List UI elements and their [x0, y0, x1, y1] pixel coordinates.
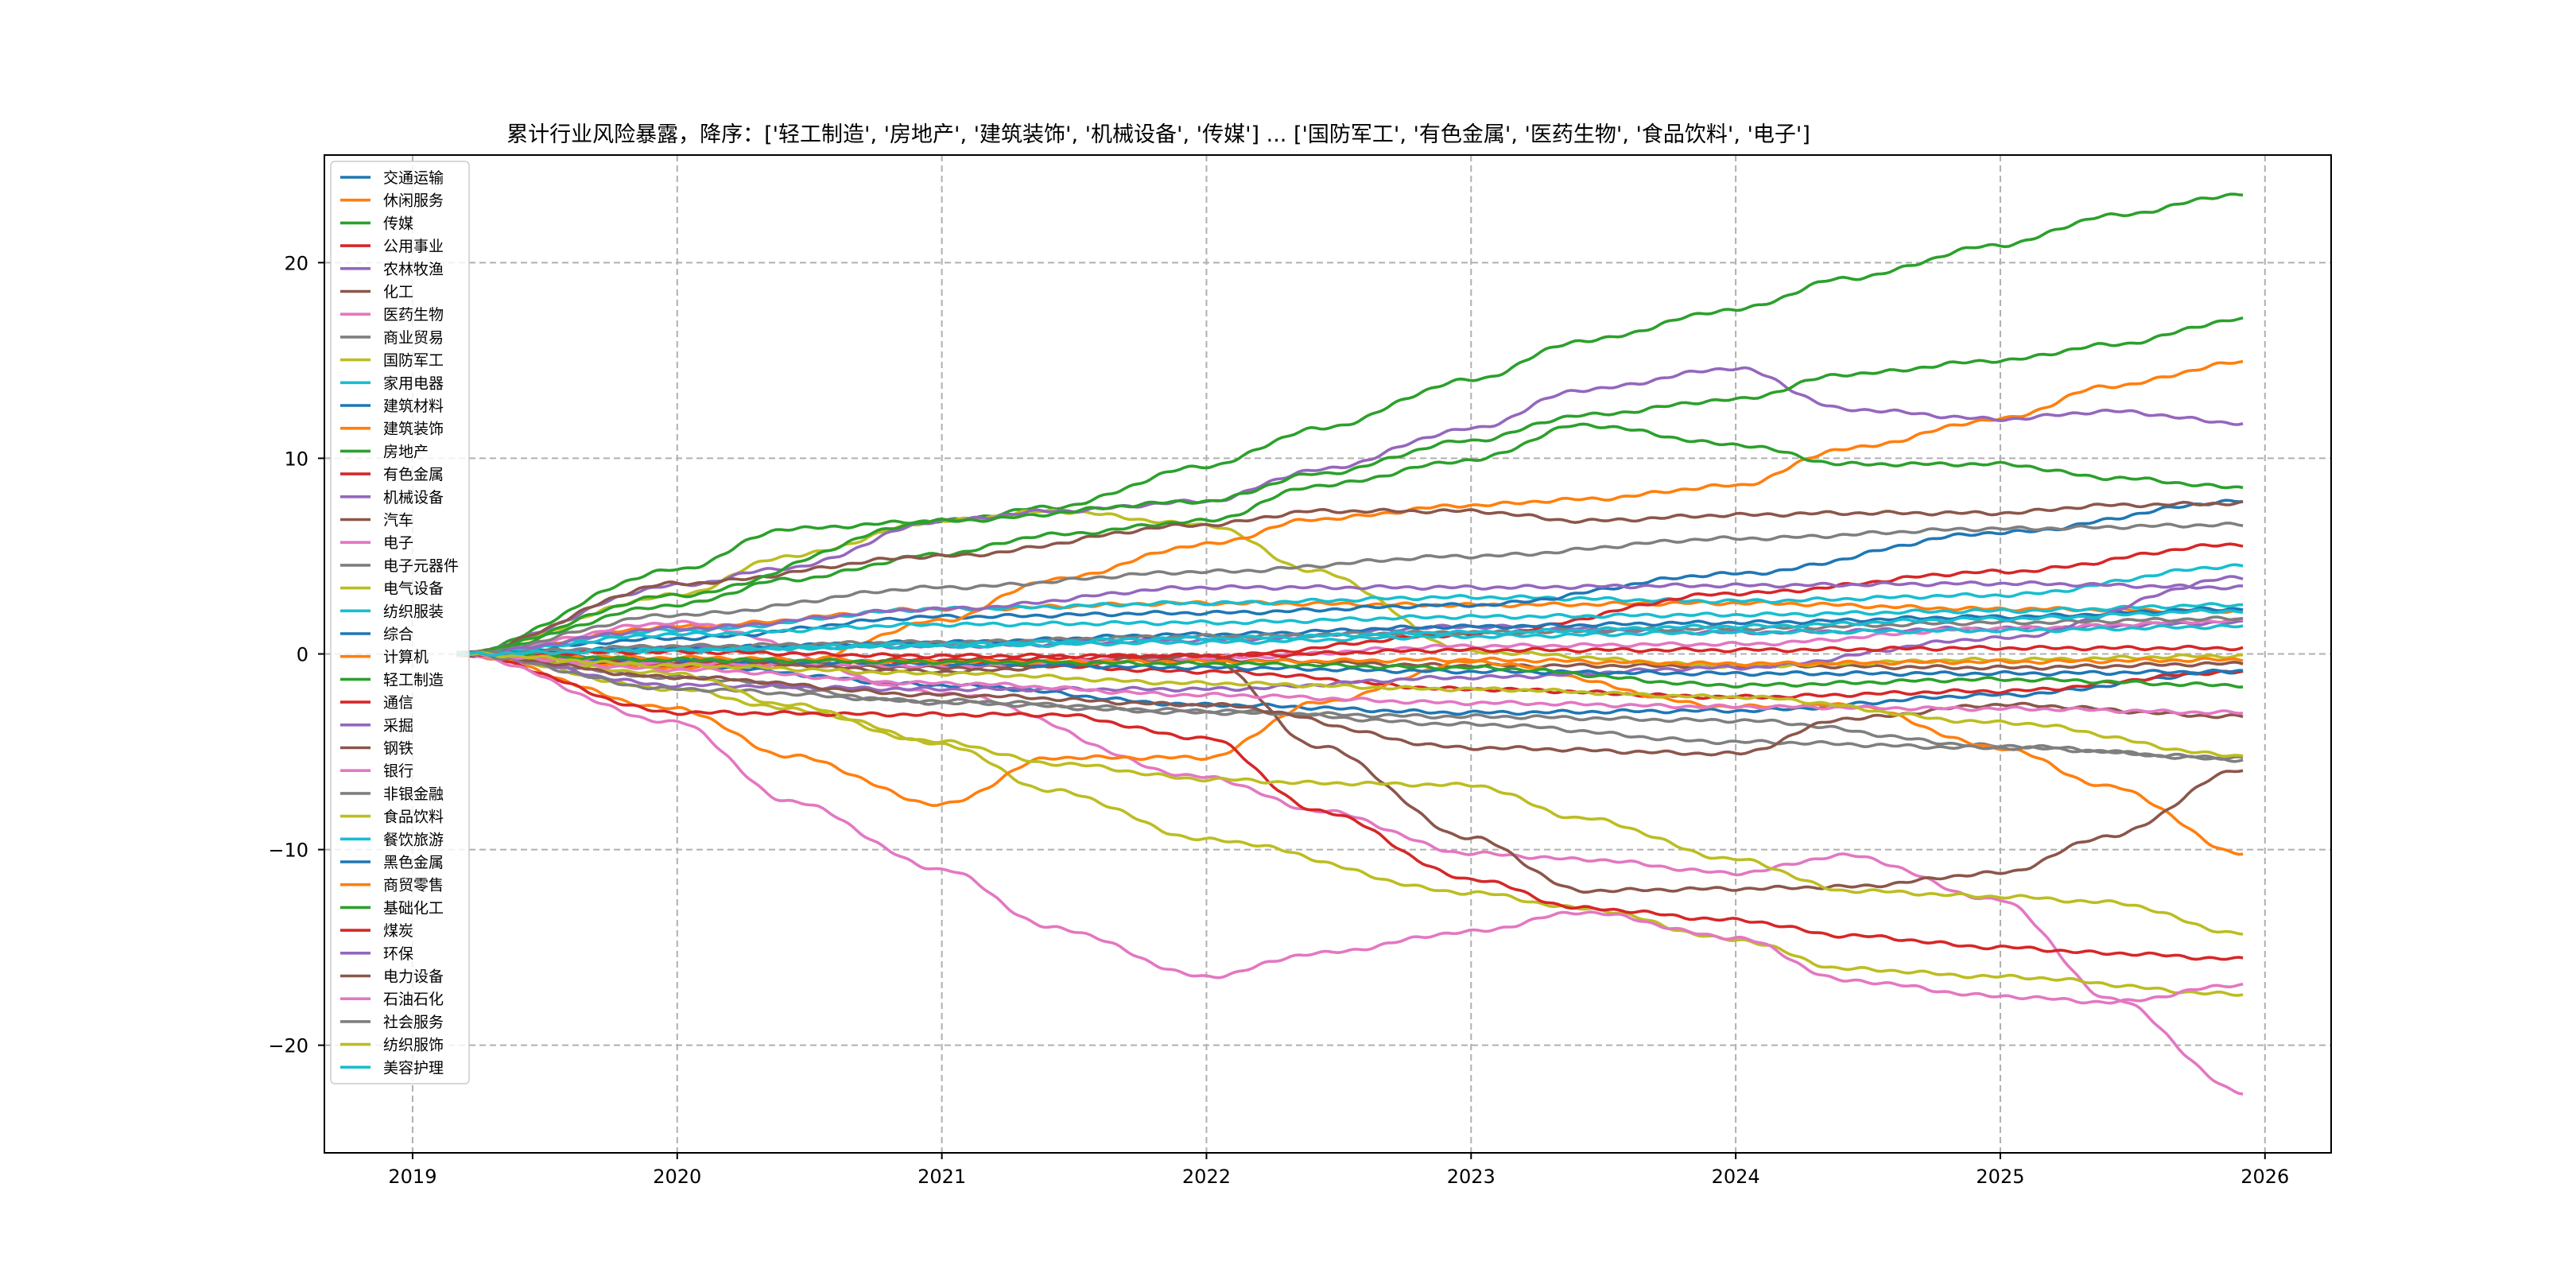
- x-tick-label: 2026: [2240, 1166, 2289, 1188]
- y-tick-label: 0: [297, 644, 308, 666]
- legend-label: 汽车: [383, 512, 413, 530]
- legend-label: 石油石化: [383, 991, 444, 1008]
- series-line: [456, 650, 2244, 761]
- legend-label: 交通运输: [383, 169, 444, 187]
- legend-label: 公用事业: [383, 238, 444, 255]
- legend-label: 农林牧渔: [383, 261, 444, 278]
- x-tick-label: 2019: [388, 1166, 436, 1188]
- legend-label: 通信: [383, 694, 413, 712]
- series-line: [456, 316, 2244, 656]
- chart-title: 累计行业风险暴露，降序：['轻工制造', '房地产', '建筑装饰', '机械设…: [506, 122, 1810, 147]
- legend-label: 综合: [383, 626, 413, 643]
- series-line: [456, 652, 2244, 936]
- legend-label: 商贸零售: [383, 877, 444, 894]
- legend-box: [330, 161, 470, 1084]
- legend-label: 银行: [383, 762, 413, 780]
- series-line: [456, 651, 2244, 997]
- legend-label: 电力设备: [383, 968, 444, 986]
- legend-label: 钢铁: [383, 740, 413, 758]
- series-line: [456, 563, 2244, 657]
- series-line: [456, 522, 2244, 658]
- legend-label: 环保: [383, 945, 413, 963]
- series-line: [456, 650, 2244, 716]
- series-line: [456, 422, 2244, 656]
- series-line: [456, 499, 2244, 658]
- series-line: [456, 192, 2244, 656]
- series-line: [456, 644, 2244, 660]
- legend-label: 医药生物: [383, 306, 444, 324]
- legend-label: 黑色金属: [383, 854, 444, 871]
- legend-label: 美容护理: [383, 1059, 444, 1077]
- series-line: [456, 366, 2244, 656]
- series-line: [456, 650, 2244, 1005]
- legend-label: 计算机: [383, 649, 429, 666]
- series-line: [456, 575, 2244, 692]
- legend-label: 采掘: [383, 717, 413, 735]
- legend-label: 化工: [383, 284, 413, 301]
- legend-label: 建筑装饰: [383, 421, 444, 438]
- legend: 交通运输休闲服务传媒公用事业农林牧渔化工医药生物商业贸易国防军工家用电器建筑材料…: [330, 161, 470, 1084]
- series-line: [456, 608, 2244, 658]
- series-line: [456, 652, 2244, 961]
- legend-label: 电子元器件: [383, 557, 459, 575]
- y-tick-label: −10: [268, 840, 308, 862]
- series-line: [456, 500, 2244, 656]
- legend-label: 轻工制造: [383, 671, 444, 689]
- legend-label: 餐饮旅游: [383, 831, 444, 848]
- x-tick-label: 2021: [918, 1166, 966, 1188]
- legend-label: 建筑材料: [383, 398, 444, 415]
- series-line: [456, 650, 2244, 894]
- legend-label: 社会服务: [383, 1014, 444, 1031]
- legend-label: 机械设备: [383, 489, 444, 506]
- series-line: [456, 508, 2244, 669]
- legend-label: 煤炭: [383, 922, 413, 940]
- series-line: [456, 650, 2244, 667]
- x-tick-label: 2023: [1447, 1166, 1496, 1188]
- x-tick-label: 2024: [1712, 1166, 1760, 1188]
- x-tick-label: 2022: [1182, 1166, 1231, 1188]
- legend-label: 国防军工: [383, 352, 444, 370]
- y-tick-label: 10: [284, 448, 308, 470]
- x-tick-label: 2020: [653, 1166, 701, 1188]
- y-axis: −20 −10 0 10 20: [268, 252, 324, 1057]
- series-line: [456, 651, 2244, 758]
- series-line: [456, 602, 2244, 656]
- legend-label: 电子: [383, 534, 413, 552]
- x-tick-label: 2025: [1976, 1166, 2024, 1188]
- legend-label: 家用电器: [383, 374, 444, 392]
- legend-label: 食品饮料: [383, 809, 444, 826]
- legend-label: 传媒: [383, 215, 413, 232]
- legend-label: 纺织服饰: [383, 1037, 444, 1054]
- series-line: [456, 599, 2244, 656]
- legend-label: 电气设备: [383, 580, 444, 598]
- legend-label: 基础化工: [383, 899, 444, 917]
- series-lines: [456, 192, 2244, 1096]
- series-line: [456, 651, 2244, 716]
- x-axis: 2019 2020 2021 2022 2023 2024 2025 2026: [388, 1153, 2289, 1188]
- legend-label: 有色金属: [383, 466, 444, 483]
- legend-label: 商业贸易: [383, 329, 444, 347]
- y-tick-label: −20: [268, 1035, 308, 1057]
- y-tick-label: 20: [284, 252, 308, 274]
- legend-label: 房地产: [383, 443, 429, 460]
- series-line: [456, 650, 2244, 689]
- legend-label: 纺织服装: [383, 603, 444, 620]
- series-line: [456, 623, 2244, 658]
- legend-label: 休闲服务: [383, 192, 444, 210]
- series-line: [456, 580, 2244, 657]
- legend-label: 非银金融: [383, 786, 444, 803]
